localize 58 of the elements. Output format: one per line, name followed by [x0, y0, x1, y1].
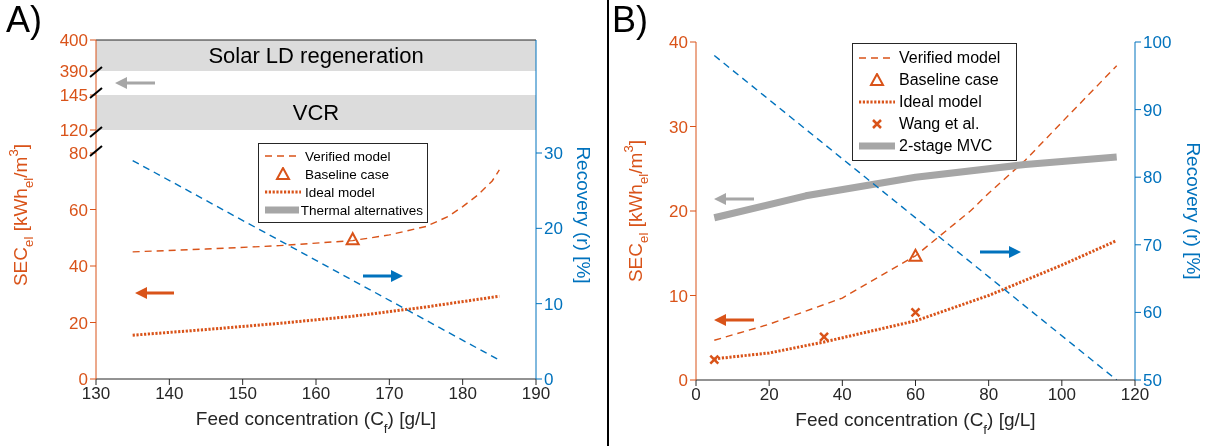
y2-tick-label: 70	[1143, 235, 1162, 255]
y-tick-label: 20	[669, 202, 688, 222]
line-series	[131, 294, 501, 337]
point	[709, 354, 720, 365]
y-tick-label: 10	[669, 286, 688, 306]
line-series	[713, 64, 1118, 341]
x-tick-label: 180	[448, 384, 477, 404]
x-tick-label: 100	[1047, 385, 1077, 405]
legend-label: Verified model	[899, 49, 1001, 67]
y-tick-label: 30	[669, 117, 688, 137]
legend-label: Wang et al.	[899, 115, 980, 133]
legend-label: Thermal alternatives	[300, 202, 423, 218]
legend-label: Baseline case	[305, 166, 390, 182]
y-tick-label: 145	[59, 86, 88, 106]
y2-tick-label: 100	[1143, 33, 1172, 53]
band-label: Solar LD regeneration	[208, 43, 424, 69]
y-tick-label: 40	[669, 33, 688, 53]
legend-label: Ideal model	[899, 93, 982, 111]
y-tick-label: 80	[69, 144, 88, 164]
x-tick-label: 170	[375, 384, 404, 404]
band-label: VCR	[292, 100, 340, 126]
line-series	[712, 239, 1119, 361]
chart-title: B)	[612, 0, 648, 40]
y2-tick-label: 80	[1143, 168, 1162, 188]
y2-axis-title: Recovery (r) [%]	[572, 146, 594, 284]
legend-label: Ideal model	[305, 184, 375, 200]
x-tick-label: 160	[301, 384, 331, 404]
legend-label: Baseline case	[899, 71, 999, 89]
y-tick-label: 40	[69, 257, 88, 277]
legend-label: Verified model	[305, 148, 391, 164]
y2-axis-title: Recovery (r) [%]	[1182, 142, 1204, 280]
y-tick-label: 120	[59, 121, 88, 141]
y-tick-label: 20	[69, 313, 88, 333]
x-tick-label: 150	[228, 384, 257, 404]
legend-label: 2-stage MVC	[899, 137, 993, 155]
y-tick-label: 0	[678, 371, 688, 391]
x-tick-label: 40	[832, 385, 852, 405]
x-tick-label: 0	[691, 385, 701, 405]
x-tick-label: 60	[906, 385, 925, 405]
x-axis-title: Feed concentration (C$_{f}$) [g/L]	[795, 409, 1036, 437]
x-tick-label: 130	[81, 384, 111, 404]
y2-tick-label: 30	[544, 144, 563, 164]
point	[910, 307, 921, 318]
chart-title: A)	[6, 0, 42, 40]
point	[818, 331, 830, 343]
y2-tick-label: 90	[1143, 100, 1162, 120]
y-tick-label: 60	[69, 200, 88, 220]
x-tick-label: 80	[979, 385, 999, 405]
y2-tick-label: 20	[544, 219, 563, 239]
y-tick-label: 390	[59, 62, 88, 82]
y2-tick-label: 10	[544, 294, 563, 314]
point	[908, 248, 923, 262]
x-axis-title: Feed concentration (C$_{f}$) [g/L]	[195, 408, 437, 436]
line-series	[131, 169, 501, 253]
x-tick-label: 20	[759, 385, 779, 405]
y-tick-label: 400	[59, 31, 88, 51]
y2-tick-label: 60	[1143, 303, 1162, 323]
x-tick-label: 140	[155, 384, 184, 404]
